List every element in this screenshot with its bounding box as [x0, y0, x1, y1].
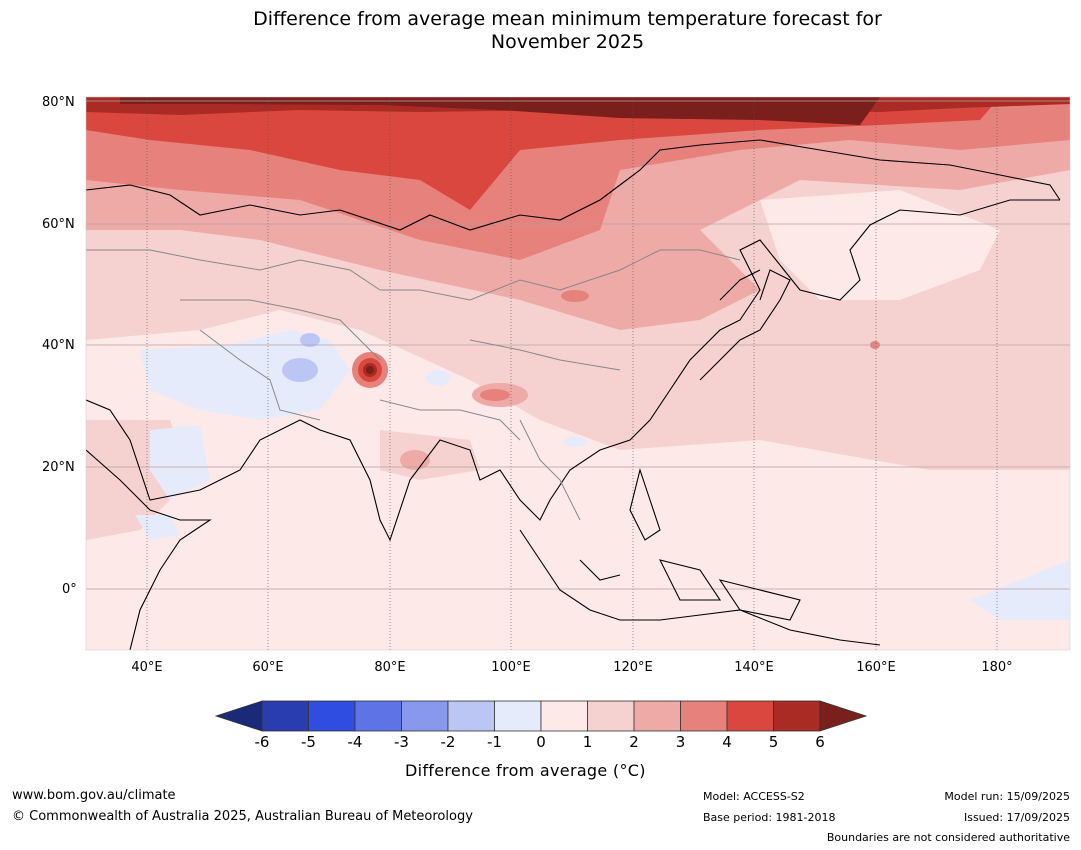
lon-label-140e: 140°E [734, 660, 774, 675]
coastlines [86, 139, 1061, 650]
colorbar-tick-label: 4 [722, 733, 732, 751]
colorbar-segment [540, 700, 588, 732]
colorbar-segment [773, 700, 821, 732]
colorbar-tick-label: 2 [629, 733, 639, 751]
colorbar-segment [494, 700, 542, 732]
gridlines [146, 97, 998, 650]
lon-label-180: 180° [981, 660, 1013, 675]
map-title: Difference from average mean minimum tem… [0, 8, 1081, 54]
colorbar-segment [261, 700, 309, 732]
lat-label-60n: 60°N [42, 217, 75, 232]
lon-label-80e: 80°E [374, 660, 406, 675]
title-line-1: Difference from average mean minimum tem… [253, 8, 882, 30]
colorbar-segment [587, 700, 635, 732]
issued-date: Issued: 17/09/2025 [963, 811, 1070, 824]
colorbar-tick-label: 5 [768, 733, 779, 751]
model-name: Model: ACCESS-S2 [703, 790, 805, 803]
lat-label-0: 0° [62, 582, 77, 597]
colorbar-segment [633, 700, 681, 732]
colorbar-segment [354, 700, 402, 732]
colorbar-segment [726, 700, 774, 732]
colorbar-tick-label: -2 [440, 733, 456, 751]
colorbar-segment [447, 700, 495, 732]
lon-label-40e: 40°E [131, 660, 163, 675]
colorbar-tick-label: -5 [301, 733, 316, 751]
colorbar-tick-label: 1 [582, 733, 593, 751]
colorbar-tick-label: -1 [487, 733, 502, 751]
title-line-2: November 2025 [490, 31, 645, 53]
colorbar-tick-label: -6 [254, 733, 270, 751]
model-run-date: Model run: 15/09/2025 [944, 790, 1070, 803]
anomaly-field [86, 97, 1070, 650]
colorbar-tick-label: 0 [536, 733, 546, 751]
base-period: Base period: 1981-2018 [703, 811, 836, 824]
colorbar-extend-high [819, 700, 868, 732]
colorbar-tick-label: -4 [347, 733, 363, 751]
country-borders [86, 249, 741, 521]
website-link[interactable]: www.bom.gov.au/climate [12, 788, 176, 803]
colorbar-tick-label: 6 [815, 733, 825, 751]
boundaries-disclaimer: Boundaries are not considered authoritat… [826, 831, 1070, 844]
lat-label-20n: 20°N [42, 460, 75, 475]
colorbar-title: Difference from average (°C) [405, 761, 646, 780]
colorbar-tick-label: 3 [675, 733, 686, 751]
lon-label-120e: 120°E [613, 660, 653, 675]
colorbar-segment [680, 700, 728, 732]
copyright-text: © Commonwealth of Australia 2025, Austra… [12, 809, 473, 824]
lon-label-60e: 60°E [252, 660, 284, 675]
lat-label-40n: 40°N [42, 338, 75, 353]
colorbar-tick-label: -3 [394, 733, 409, 751]
colorbar-segment [308, 700, 356, 732]
lon-label-100e: 100°E [491, 660, 531, 675]
lat-label-80n: 80°N [42, 95, 75, 110]
colorbar-segment [401, 700, 449, 732]
colorbar-extend-low [214, 700, 263, 732]
lon-label-160e: 160°E [856, 660, 896, 675]
